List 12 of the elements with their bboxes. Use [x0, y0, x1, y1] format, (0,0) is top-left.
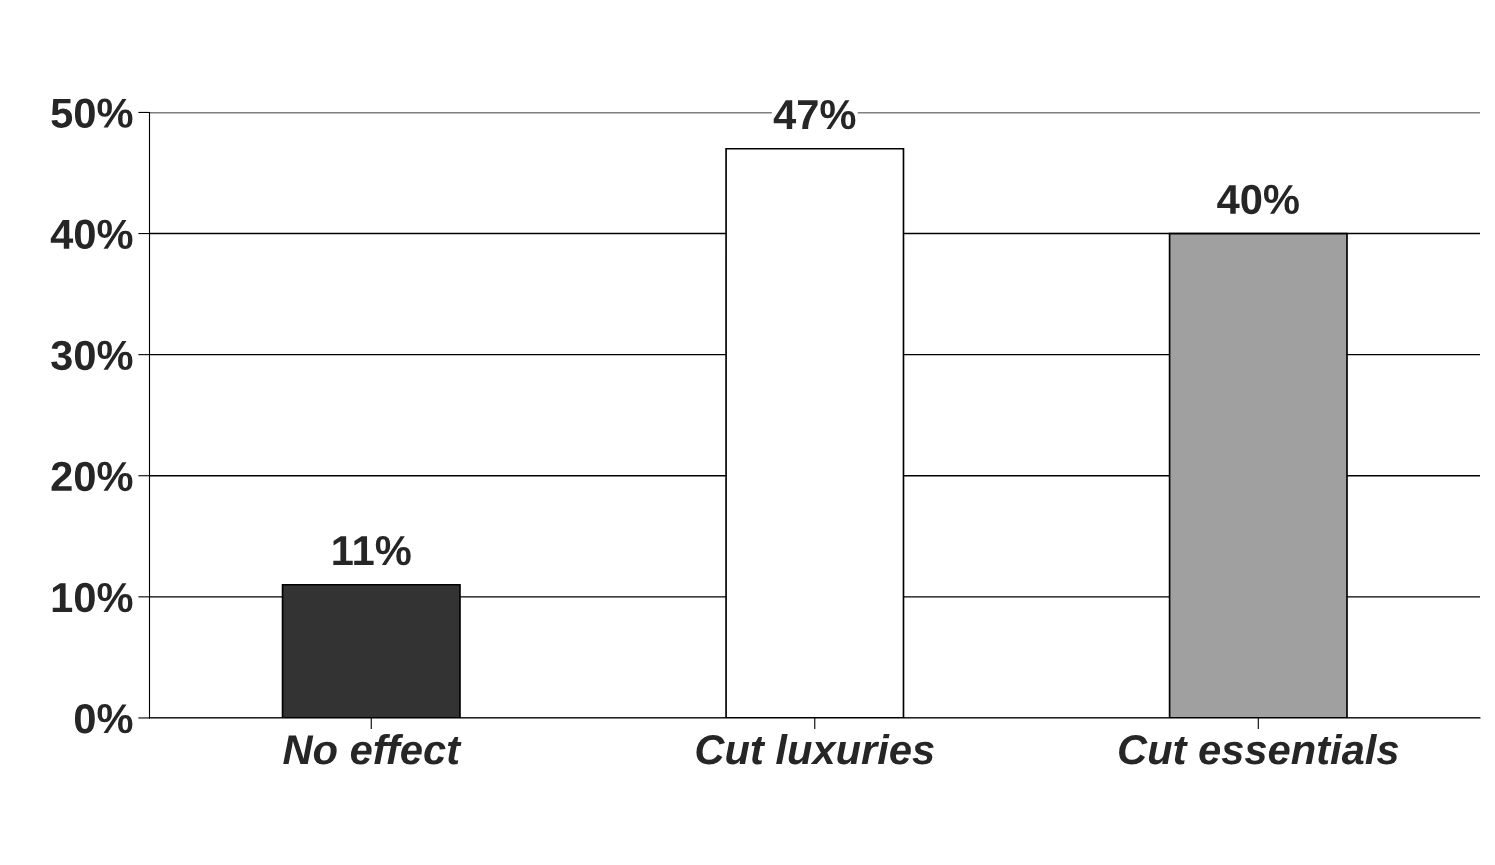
x-tick-label: Cut essentials [1119, 733, 1399, 765]
y-tick-label: 0% [74, 703, 133, 734]
y-tick-label: 50% [51, 98, 133, 128]
data-label: 11% [333, 535, 411, 566]
y-tick-label: 10% [52, 582, 133, 613]
data-label: 47% [773, 100, 856, 130]
y-tick-label: 20% [51, 461, 133, 492]
x-tick-label: Cut luxuries [696, 733, 934, 765]
data-label: 40% [1217, 184, 1299, 215]
y-tick-label: 30% [51, 340, 133, 371]
y-tick-label: 40% [50, 219, 133, 250]
x-tick-label: No effect [283, 733, 462, 765]
